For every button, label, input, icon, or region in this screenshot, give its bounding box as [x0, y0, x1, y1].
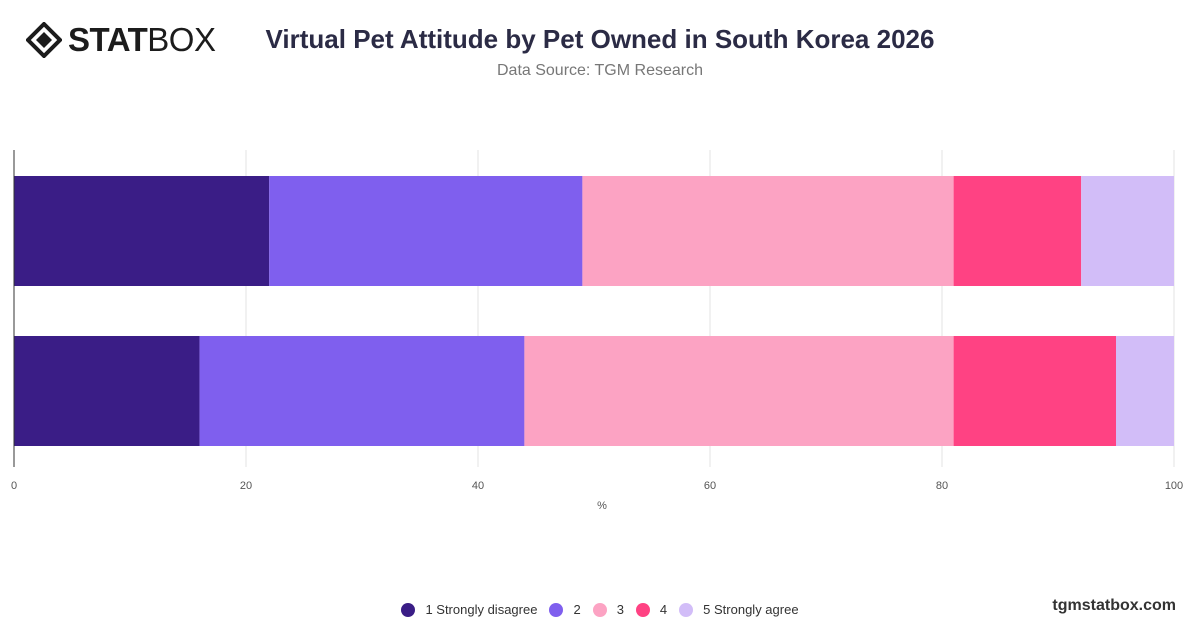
legend-swatch	[401, 602, 416, 617]
legend-item[interactable]: 3	[592, 602, 624, 617]
legend-item[interactable]: 4	[635, 602, 668, 617]
x-tick-label: 20	[240, 480, 252, 492]
bar-segment	[199, 336, 525, 446]
legend-label: 3	[616, 602, 624, 617]
legend-swatch	[635, 602, 650, 617]
chart-legend: 1 Strongly disagree 2 3 4 5 Strongly agree	[0, 602, 1200, 617]
x-tick-label: 0	[11, 480, 17, 492]
legend-label: 1 Strongly disagree	[425, 602, 538, 617]
logo-text: STATBOX	[68, 21, 216, 58]
legend-item[interactable]: 1 Strongly disagree	[401, 602, 537, 617]
x-tick-label: 80	[936, 480, 948, 492]
chart-subtitle: Data Source: TGM Research	[496, 62, 703, 79]
legend-swatch	[549, 602, 564, 617]
legend-swatch	[679, 602, 694, 617]
x-axis-label: %	[597, 500, 607, 512]
logo-text-box: BOX	[147, 21, 216, 58]
bar-segment	[1081, 176, 1174, 286]
bar-segment	[269, 176, 583, 286]
bar-segment	[953, 336, 1116, 446]
legend-label: 4	[659, 602, 668, 617]
diamond-logo-icon	[26, 22, 62, 58]
bar-segment	[582, 176, 954, 286]
chart-title: Virtual Pet Attitude by Pet Owned in Sou…	[265, 24, 935, 54]
legend-label: 2	[573, 602, 581, 617]
legend-label: 5 Strongly agree	[703, 602, 799, 617]
legend-item[interactable]: 2	[549, 602, 581, 617]
x-tick-label: 100	[1165, 480, 1183, 492]
brand-url: tgmstatbox.com	[1052, 597, 1176, 614]
x-tick-label: 60	[704, 480, 716, 492]
x-tick-label: 40	[472, 480, 484, 492]
legend-item[interactable]: 5 Strongly agree	[679, 602, 799, 617]
logo-text-stat: STAT	[68, 21, 148, 58]
bar-segment	[524, 336, 954, 446]
legend-swatch	[592, 602, 607, 617]
bar-segment	[14, 336, 200, 446]
bar-segment	[953, 176, 1082, 286]
bar-segment	[14, 176, 270, 286]
bar-segment	[1116, 336, 1174, 446]
statbox-logo: STATBOX	[26, 21, 216, 58]
